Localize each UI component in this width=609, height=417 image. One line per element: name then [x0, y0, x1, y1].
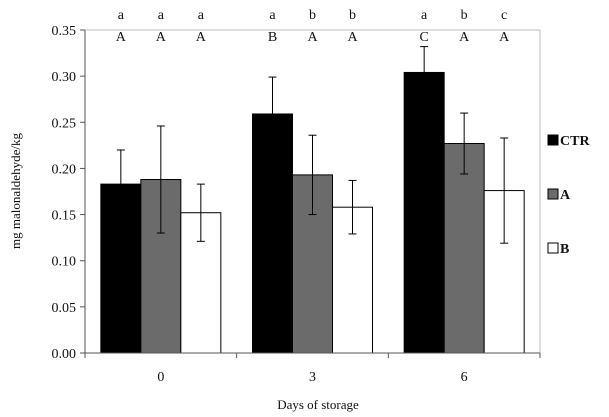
legend-swatch-b [547, 242, 559, 254]
error-bars [116, 46, 509, 244]
uppercase-letter: A [347, 30, 358, 45]
y-tick-label: 0.05 [52, 301, 77, 316]
y-axis-title: mg malonaldehyde/kg [8, 133, 23, 249]
lowercase-letter: b [461, 8, 468, 23]
uppercase-letter: A [116, 30, 127, 45]
lowercase-letter: a [269, 8, 276, 23]
legend: CTR A B [547, 134, 590, 257]
uppercase-letter: A [307, 30, 318, 45]
y-tick-label: 0.15 [52, 209, 77, 224]
uppercase-letter: A [156, 30, 167, 45]
legend-label-a: A [560, 188, 571, 203]
uppercase-letter: A [499, 30, 510, 45]
y-tick-label: 0.20 [52, 162, 77, 177]
y-tick-label: 0.25 [52, 116, 77, 131]
x-tick-label: 3 [309, 370, 316, 385]
x-tick-label: 6 [461, 370, 468, 385]
x-axis-title: Days of storage [277, 397, 359, 412]
bar-ctr-day-3 [252, 113, 293, 354]
x-tick-label: 0 [157, 370, 164, 385]
x-axis: 0 3 6 [84, 352, 541, 385]
uppercase-letter: B [268, 30, 277, 45]
bar-a-day-6 [443, 143, 485, 354]
lowercase-letter: b [349, 8, 356, 23]
uppercase-letter: A [196, 30, 207, 45]
uppercase-letter: C [419, 30, 428, 45]
uppercase-letter: A [459, 30, 470, 45]
legend-label-b: B [560, 242, 569, 257]
bar-ctr-day-6 [403, 71, 445, 354]
lowercase-letter: c [501, 8, 507, 23]
lowercase-letter: a [158, 8, 165, 23]
y-tick-label: 0.35 [52, 24, 77, 39]
lowercase-letter: a [421, 8, 428, 23]
y-tick-label: 0.00 [52, 347, 77, 362]
legend-swatch-ctr [547, 134, 559, 146]
y-axis: 0.00 0.05 0.10 0.15 0.20 0.25 0.30 0.35 [52, 24, 86, 362]
lowercase-letter: a [198, 8, 205, 23]
lowercase-letter: b [309, 8, 316, 23]
y-tick-label: 0.10 [52, 255, 77, 270]
legend-label-ctr: CTR [560, 134, 590, 149]
legend-swatch-a [547, 188, 559, 200]
y-tick-label: 0.30 [52, 70, 77, 85]
lowercase-letter: a [118, 8, 125, 23]
